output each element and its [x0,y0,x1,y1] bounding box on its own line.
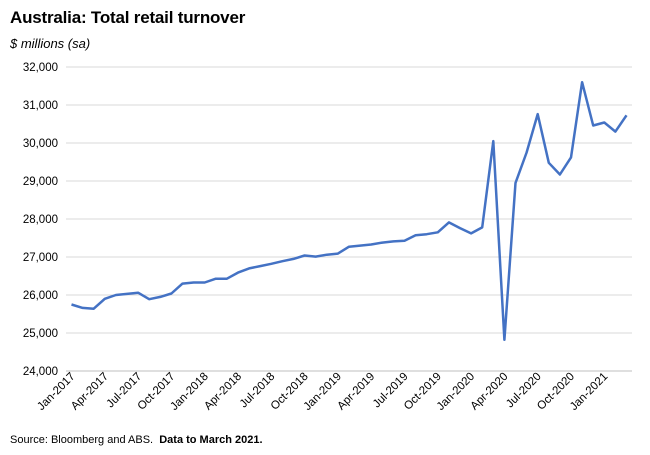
y-tick-label: 25,000 [23,328,58,340]
chart-title: Australia: Total retail turnover [10,8,246,27]
y-tick-label: 30,000 [23,138,58,150]
source-text: Source: Bloomberg and ABS. [10,434,154,446]
y-tick-label: 31,000 [23,100,58,112]
y-tick-label: 29,000 [23,176,58,188]
y-tick-label: 32,000 [23,62,58,74]
y-tick-label: 26,000 [23,290,58,302]
chart-subtitle: $ millions (sa) [10,36,91,51]
y-tick-label: 24,000 [23,366,58,378]
y-tick-label: 27,000 [23,252,58,264]
series-line [71,80,628,342]
data-note: Data to March 2021. [159,434,263,446]
y-tick-label: 28,000 [23,214,58,226]
source-note: Source: Bloomberg and ABS. Data to March… [10,434,263,446]
